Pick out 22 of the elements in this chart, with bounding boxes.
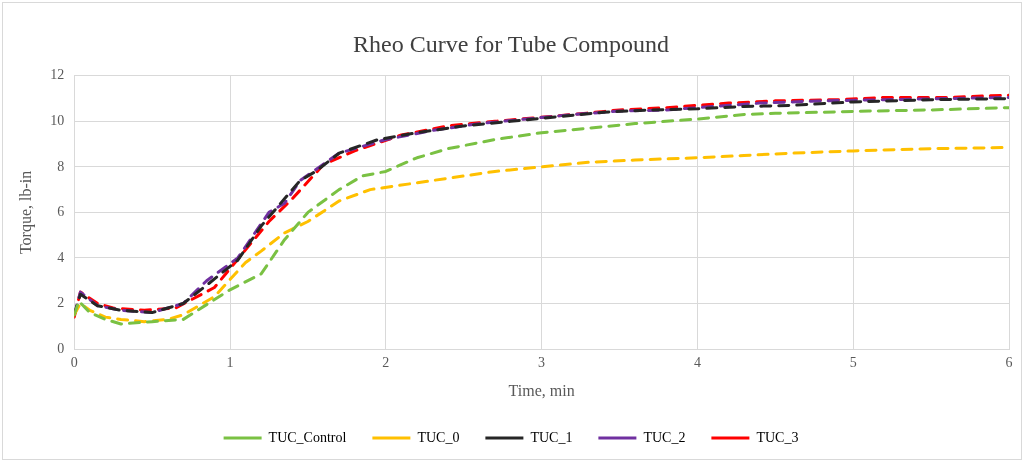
legend-label: TUC_0 (417, 429, 460, 445)
x-tick-label: 5 (849, 355, 857, 371)
legend-label: TUC_3 (756, 429, 799, 445)
legend-label: TUC_Control (268, 429, 347, 445)
y-tick-label: 12 (50, 67, 65, 83)
x-tick-label: 0 (70, 355, 78, 371)
x-axis-title: Time, min (508, 381, 575, 399)
legend-label: TUC_1 (530, 429, 573, 445)
y-tick-label: 2 (57, 295, 65, 311)
x-tick-label: 2 (382, 355, 390, 371)
x-tick-label: 3 (538, 355, 546, 371)
y-tick-label: 10 (50, 113, 65, 129)
y-tick-label: 4 (57, 249, 65, 265)
y-axis-title: Torque, lb-in (16, 170, 35, 255)
x-tick-label: 6 (1005, 355, 1013, 371)
x-tick-label: 1 (226, 355, 234, 371)
legend-label: TUC_2 (643, 429, 686, 445)
y-tick-label: 0 (57, 340, 65, 356)
y-tick-label: 6 (57, 204, 65, 220)
chart-title: Rheo Curve for Tube Compound (352, 30, 670, 57)
x-tick-label: 4 (693, 355, 701, 371)
y-tick-label: 8 (57, 158, 65, 174)
